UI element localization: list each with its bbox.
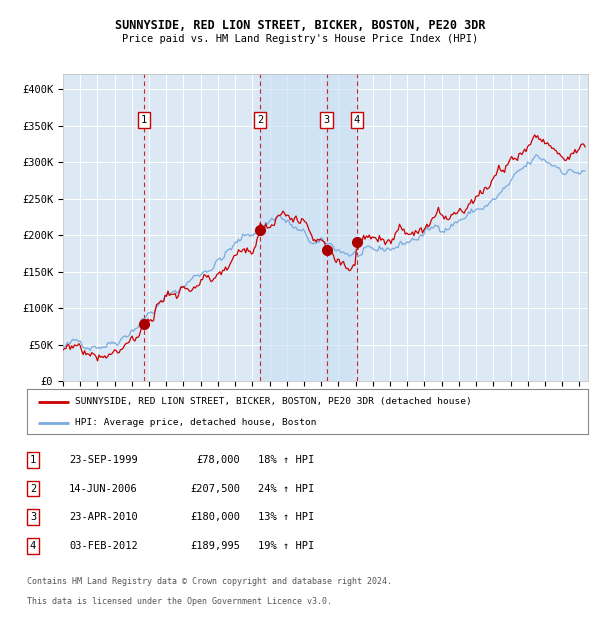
Text: £180,000: £180,000: [190, 512, 240, 522]
Text: This data is licensed under the Open Government Licence v3.0.: This data is licensed under the Open Gov…: [27, 597, 332, 606]
Text: 23-SEP-1999: 23-SEP-1999: [69, 455, 138, 465]
Text: HPI: Average price, detached house, Boston: HPI: Average price, detached house, Bost…: [74, 418, 316, 427]
Text: SUNNYSIDE, RED LION STREET, BICKER, BOSTON, PE20 3DR (detached house): SUNNYSIDE, RED LION STREET, BICKER, BOST…: [74, 397, 472, 406]
Text: 2: 2: [257, 115, 263, 125]
Text: Price paid vs. HM Land Registry's House Price Index (HPI): Price paid vs. HM Land Registry's House …: [122, 34, 478, 44]
Text: 3: 3: [323, 115, 329, 125]
Text: 1: 1: [30, 455, 36, 465]
Text: 2: 2: [30, 484, 36, 494]
Text: 18% ↑ HPI: 18% ↑ HPI: [258, 455, 314, 465]
Text: 24% ↑ HPI: 24% ↑ HPI: [258, 484, 314, 494]
Text: SUNNYSIDE, RED LION STREET, BICKER, BOSTON, PE20 3DR: SUNNYSIDE, RED LION STREET, BICKER, BOST…: [115, 19, 485, 32]
Text: 19% ↑ HPI: 19% ↑ HPI: [258, 541, 314, 551]
Bar: [326, 74, 357, 381]
Text: 3: 3: [30, 512, 36, 522]
Bar: [260, 74, 326, 381]
Text: 23-APR-2010: 23-APR-2010: [69, 512, 138, 522]
Text: £78,000: £78,000: [196, 455, 240, 465]
Text: £207,500: £207,500: [190, 484, 240, 494]
Text: 4: 4: [354, 115, 360, 125]
Text: 03-FEB-2012: 03-FEB-2012: [69, 541, 138, 551]
Text: 13% ↑ HPI: 13% ↑ HPI: [258, 512, 314, 522]
Text: Contains HM Land Registry data © Crown copyright and database right 2024.: Contains HM Land Registry data © Crown c…: [27, 577, 392, 586]
Text: 14-JUN-2006: 14-JUN-2006: [69, 484, 138, 494]
Text: £189,995: £189,995: [190, 541, 240, 551]
Text: 4: 4: [30, 541, 36, 551]
Text: 1: 1: [141, 115, 148, 125]
